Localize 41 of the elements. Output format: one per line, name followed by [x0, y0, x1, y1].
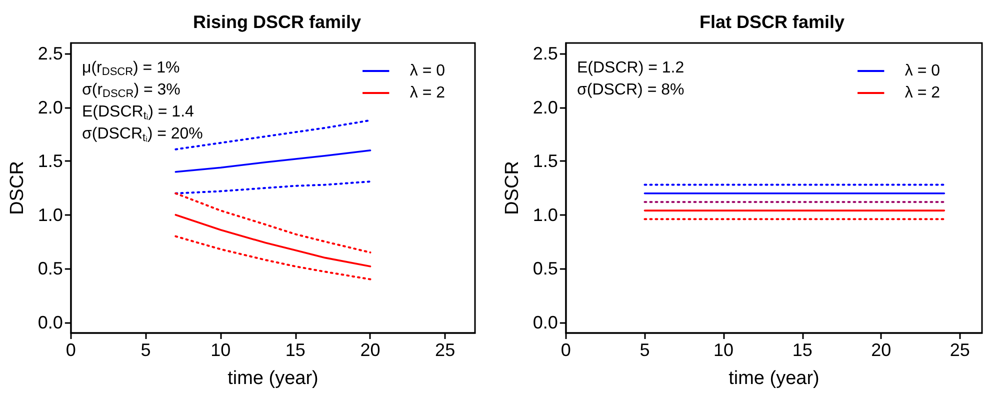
y-tick-label: 1.0 [38, 204, 63, 225]
x-tick-label: 0 [560, 340, 571, 360]
y-tick-label: 1.0 [532, 204, 558, 225]
x-axis-title: time (year) [228, 368, 318, 389]
x-tick-label: 15 [285, 340, 306, 360]
y-tick-label: 1.5 [38, 151, 63, 172]
line-series [174, 150, 372, 173]
x-tick-label: 25 [435, 340, 456, 360]
x-tick-label: 10 [714, 340, 734, 360]
y-tick-label: 2.0 [532, 97, 558, 118]
x-tick-label: 15 [792, 340, 812, 360]
annotation: σ(DSCR) = 8% [577, 82, 684, 98]
y-tick-label: 0.0 [532, 312, 558, 332]
y-tick-label: 0.0 [38, 312, 63, 332]
legend-label: λ = 0 [904, 62, 940, 80]
legend-label: λ = 0 [410, 62, 446, 80]
annotation: E(DSCR) = 1.2 [577, 60, 684, 76]
y-axis-title: DSCR [7, 161, 28, 215]
y-tick-label: 0.5 [532, 258, 558, 279]
legend-label: λ = 2 [410, 84, 446, 102]
line-series [174, 180, 372, 194]
x-tick-label: 5 [140, 340, 151, 360]
y-axis-title: DSCR [502, 161, 523, 215]
x-tick-label: 25 [950, 340, 970, 360]
chart-title: Flat DSCR family [699, 12, 845, 32]
y-tick-label: 2.5 [38, 44, 63, 64]
x-axis-title: time (year) [728, 368, 820, 389]
y-tick-label: 2.0 [38, 97, 63, 118]
x-tick-label: 20 [871, 340, 892, 360]
line-series [174, 192, 372, 254]
legend-label: λ = 2 [904, 84, 940, 102]
y-tick-label: 0.5 [38, 258, 63, 279]
x-tick-label: 5 [640, 340, 650, 360]
x-tick-label: 10 [210, 340, 231, 360]
y-tick-label: 1.5 [532, 151, 558, 172]
x-tick-label: 0 [66, 340, 76, 360]
x-tick-label: 20 [360, 340, 380, 360]
line-series [174, 214, 372, 268]
chart-title: Rising DSCR family [192, 12, 362, 32]
line-series [174, 235, 372, 280]
y-tick-label: 2.5 [532, 44, 558, 64]
